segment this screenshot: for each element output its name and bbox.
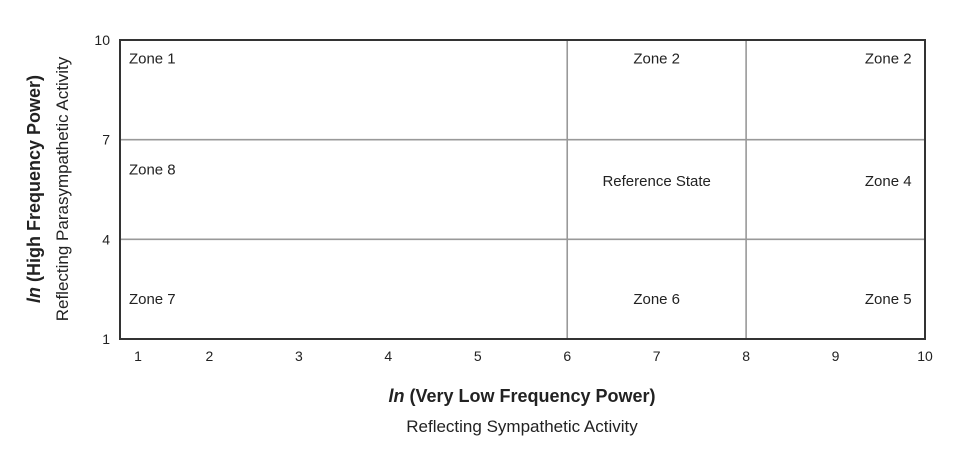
x-tick-label: 8 [742,348,750,364]
x-tick-label: 5 [474,348,482,364]
zone-label: Zone 1 [129,50,176,67]
zone-label: Zone 8 [129,162,176,179]
zone-label: Reference State [602,173,710,190]
x-axis-sublabel: Reflecting Sympathetic Activity [406,417,638,436]
zone-label: Zone 5 [865,291,912,308]
x-tick-label: 2 [206,348,214,364]
zone-label: Zone 6 [633,291,680,308]
zone-labels: Zone 1 Zone 2 Zone 2 Zone 8 Reference State Z… [129,50,912,308]
x-axis-label: ln (Very Low Frequency Power) [388,386,655,406]
y-tick-labels: 1 4 7 10 [94,32,110,347]
x-tick-label: 6 [563,348,571,364]
x-tick-labels: 1 2 3 4 5 6 7 8 9 10 [134,348,933,364]
y-tick-label: 1 [102,331,110,347]
x-tick-label: 9 [832,348,840,364]
y-tick-label: 4 [102,231,110,247]
y-axis-label: ln (High Frequency Power) [24,75,44,303]
x-tick-label: 4 [384,348,392,364]
plot-frame [119,39,926,340]
x-tick-label: 7 [653,348,661,364]
zone-label: Zone 2 [633,50,680,67]
zone-dividers [120,40,925,339]
x-tick-label: 10 [917,348,933,364]
x-tick-label: 1 [134,348,142,364]
y-tick-label: 10 [94,32,110,48]
y-axis-sublabel: Reflecting Parasympathetic Activity [53,56,72,321]
x-tick-label: 3 [295,348,303,364]
zone-label: Zone 7 [129,291,176,308]
zone-label: Zone 4 [865,173,912,190]
zone-label: Zone 2 [865,50,912,67]
y-tick-label: 7 [102,132,110,148]
